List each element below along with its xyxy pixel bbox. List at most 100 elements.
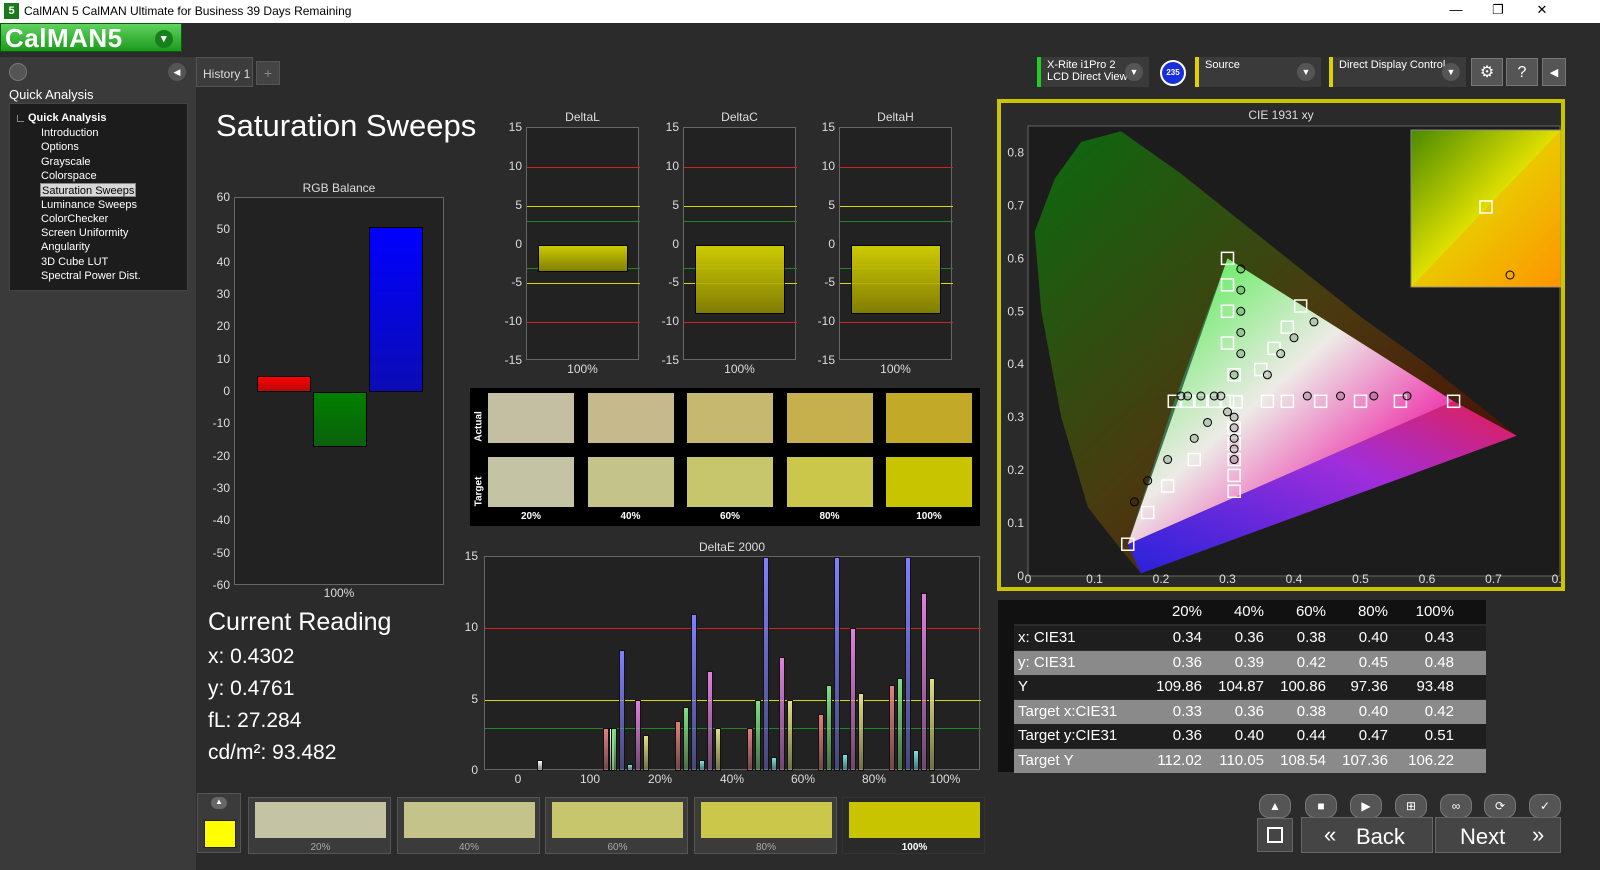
- cie-target-point: [1267, 341, 1281, 356]
- app-icon: 5: [4, 3, 19, 19]
- deltae-bar-green: [683, 706, 689, 771]
- continuous-icon[interactable]: ∞: [1440, 794, 1472, 818]
- table-cell: 0.36: [1172, 653, 1202, 671]
- collapse-left-icon[interactable]: ◀: [168, 63, 186, 81]
- table-cell: 97.36: [1350, 678, 1388, 695]
- delta-ytick: 15: [821, 120, 835, 134]
- play-icon[interactable]: ▶: [1350, 794, 1382, 818]
- patch-label: 20%: [310, 842, 331, 853]
- source-selector[interactable]: Source ▼: [1195, 57, 1321, 87]
- cie-target-point: [1220, 336, 1235, 350]
- threshold-line: [527, 166, 640, 168]
- current-color-swatch: [204, 820, 236, 848]
- maximize-button[interactable]: ❐: [1492, 2, 1504, 17]
- swatch-label: 20%: [520, 511, 541, 522]
- tree-item[interactable]: 3D Cube LUT: [41, 255, 109, 268]
- collapse-right-icon[interactable]: ◀: [1542, 58, 1566, 86]
- column-header: 40%: [1233, 603, 1264, 620]
- deltae-bar-green: [611, 728, 617, 771]
- refresh-icon[interactable]: ⟳: [1484, 794, 1516, 818]
- rgb-balance-plot: [234, 197, 444, 585]
- cie-zoom-gamut-edge: [1411, 130, 1561, 287]
- stop-icon[interactable]: ■: [1305, 794, 1337, 818]
- tree-item[interactable]: Screen Uniformity: [41, 227, 129, 240]
- deltae-bar-magenta: [635, 699, 641, 771]
- table-cell: 0.43: [1424, 629, 1454, 646]
- patch-color: [255, 802, 386, 838]
- cie-ytick: 0.3: [1007, 410, 1024, 424]
- chevron-down-icon[interactable]: ▼: [1297, 63, 1315, 81]
- table-cell: 0.38: [1296, 702, 1326, 720]
- page-title: Saturation Sweeps: [216, 108, 477, 143]
- delta-bar: [695, 244, 785, 315]
- current-patch[interactable]: ▲: [197, 793, 241, 853]
- cie-target-point: [1227, 436, 1241, 451]
- actual-swatch: [488, 393, 574, 443]
- cie-zoom-target: [1479, 200, 1493, 214]
- chevron-up-icon[interactable]: ▲: [211, 797, 227, 809]
- tree-item[interactable]: Options: [41, 141, 79, 154]
- tree-item[interactable]: Angularity: [41, 241, 90, 254]
- patch-button[interactable]: 60%: [545, 797, 688, 854]
- table-cell: 0.40: [1358, 629, 1388, 646]
- chevron-down-icon[interactable]: ▼: [1442, 63, 1460, 81]
- cie-actual-point: [1163, 455, 1173, 465]
- row-label: Target Y: [1018, 751, 1074, 769]
- cie-xtick: 0.2: [1153, 572, 1170, 586]
- patch-button[interactable]: 100%: [842, 797, 985, 854]
- chevron-down-icon[interactable]: ▼: [1125, 63, 1143, 81]
- deltae-bar-magenta: [707, 671, 713, 771]
- cie-zoom-actual: [1505, 270, 1515, 280]
- cie-xtick: 0.5: [1352, 572, 1369, 586]
- delta-ytick: -5: [824, 275, 835, 290]
- chevron-down-icon[interactable]: ▾: [155, 30, 173, 48]
- threshold-line: [840, 166, 953, 168]
- tree-item[interactable]: Introduction: [41, 127, 99, 139]
- tab-history-1[interactable]: History 1: [196, 57, 253, 87]
- delta-plot: [526, 127, 640, 360]
- tree-item[interactable]: Spectral Power Dist.: [41, 270, 141, 282]
- minimize-button[interactable]: —: [1449, 2, 1463, 17]
- add-tab-button[interactable]: +: [256, 61, 280, 85]
- deltae-bar-blue: [834, 557, 840, 771]
- patch-button[interactable]: 20%: [248, 797, 391, 854]
- panel-pin-icon[interactable]: [9, 63, 27, 81]
- cie-xtick: 0.3: [1219, 572, 1236, 586]
- patch-button[interactable]: 40%: [396, 797, 540, 854]
- meter-badge[interactable]: 235: [1160, 60, 1186, 86]
- rgb-balance-xlabel: 100%: [323, 586, 355, 600]
- tree-expand-icon[interactable]: [17, 115, 24, 122]
- chevron-up-icon[interactable]: ▲: [1259, 794, 1291, 818]
- close-button[interactable]: ✕: [1536, 2, 1548, 17]
- patch-label: 100%: [901, 842, 928, 853]
- settings-icon[interactable]: ⚙: [1471, 58, 1503, 86]
- cie-actual-point: [1229, 455, 1239, 465]
- reading-fl: fL: 27.284: [208, 709, 302, 732]
- table-row: Target x:CIE31 0.33 0.36 0.38 0.40 0.42: [1014, 699, 1486, 724]
- tree-item[interactable]: Colorspace: [41, 169, 97, 182]
- table-cell: 0.36: [1234, 629, 1264, 646]
- deltae-bar-cyan: [627, 763, 633, 771]
- back-button[interactable]: « Back: [1301, 817, 1433, 853]
- help-icon[interactable]: ?: [1506, 58, 1538, 86]
- tree-item[interactable]: ColorChecker: [41, 212, 109, 225]
- measure-range-icon[interactable]: ⊞: [1395, 794, 1427, 818]
- next-button[interactable]: Next »: [1435, 817, 1561, 853]
- patch-button[interactable]: 80%: [693, 797, 837, 854]
- tree-item[interactable]: Luminance Sweeps: [41, 198, 138, 211]
- tree-item[interactable]: Grayscale: [41, 155, 91, 168]
- tree-root[interactable]: Quick Analysis: [28, 112, 107, 124]
- tree-item[interactable]: Saturation Sweeps: [40, 183, 137, 198]
- stop-all-button[interactable]: [1257, 818, 1293, 852]
- calman-logo[interactable]: CalMAN5 ▾: [0, 23, 182, 52]
- deltae-bar-yellow: [787, 699, 793, 771]
- checkmark-icon[interactable]: ✓: [1529, 794, 1561, 818]
- meter-selector[interactable]: X-Rite i1Pro 2 LCD Direct View ▼: [1037, 57, 1149, 87]
- current-reading: Current Reading x: 0.4302 y: 0.4761 fL: …: [208, 608, 391, 765]
- delta-ytick: -5: [511, 275, 522, 290]
- threshold-line: [527, 283, 640, 285]
- actual-swatch: [687, 393, 773, 443]
- cie-actual-point: [1236, 285, 1246, 295]
- display-selector[interactable]: Direct Display Control ▼: [1329, 57, 1466, 87]
- deltae-bar-yellow: [858, 692, 864, 771]
